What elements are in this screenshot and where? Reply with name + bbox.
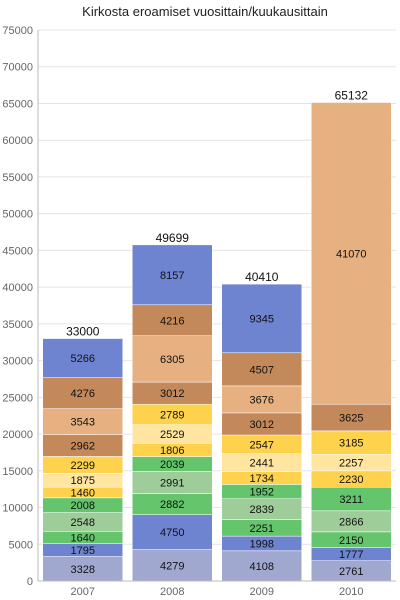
- x-tick-label: 2009: [250, 586, 274, 598]
- bar-segment-2009-10: [221, 352, 302, 387]
- segment-value-label: 2230: [339, 474, 363, 486]
- y-tick-label: 0: [27, 576, 33, 588]
- segment-value-label: 2008: [71, 500, 95, 512]
- y-tick-label: 35000: [2, 319, 33, 331]
- segment-value-label: 9345: [250, 313, 274, 325]
- y-tick-label: 50000: [2, 209, 33, 221]
- bar-segment-2007-9: [42, 408, 123, 435]
- bar-segment-2008-10: [132, 304, 213, 337]
- bar-segment-2008-1: [132, 514, 213, 550]
- y-axis: 0 5000 10000 15000 20000 25000 30000 35000 40000…: [2, 25, 39, 588]
- segment-value-label: 2299: [71, 460, 95, 472]
- y-tick-label: 40000: [2, 282, 33, 294]
- segment-value-label: 5266: [71, 353, 95, 365]
- segment-value-label: 3543: [71, 417, 95, 429]
- segment-value-label: 1795: [71, 545, 95, 557]
- segment-value-label: 3012: [160, 388, 184, 400]
- segment-value-label: 4279: [160, 560, 184, 572]
- y-tick-label: 70000: [2, 62, 33, 74]
- segment-value-label: 3012: [250, 419, 274, 431]
- segment-value-label: 1640: [71, 532, 95, 544]
- bar-segment-2007-11: [42, 338, 123, 378]
- y-tick-label: 25000: [2, 392, 33, 404]
- bar-segment-2008-11: [132, 244, 213, 306]
- segment-value-label: 2039: [160, 459, 184, 471]
- segment-value-label: 1777: [339, 549, 363, 561]
- segment-value-label: 41070: [336, 248, 367, 260]
- segment-value-label: 2548: [71, 517, 95, 529]
- bar-segment-2009-9: [221, 385, 302, 414]
- segment-value-label: 4108: [250, 561, 274, 573]
- segment-value-label: 3625: [339, 413, 363, 425]
- segment-value-label: 3676: [250, 394, 274, 406]
- segment-value-label: 4276: [71, 388, 95, 400]
- bar-segment-2008-9: [132, 335, 213, 383]
- y-tick-label: 30000: [2, 356, 33, 368]
- segment-value-label: 1460: [71, 487, 95, 499]
- segment-value-label: 1952: [250, 487, 274, 499]
- segment-value-label: 2547: [250, 439, 274, 451]
- segment-value-label: 1998: [250, 538, 274, 550]
- bar-total-label: 33000: [66, 325, 100, 339]
- x-tick-label: 2007: [71, 586, 95, 598]
- segment-value-label: 4750: [160, 527, 184, 539]
- segment-value-label: 2251: [250, 523, 274, 535]
- segment-value-label: 2789: [160, 409, 184, 421]
- y-tick-label: 65000: [2, 98, 33, 110]
- segment-value-label: 2866: [339, 516, 363, 528]
- segment-value-label: 1875: [71, 475, 95, 487]
- segment-value-label: 3185: [339, 438, 363, 450]
- bar-segment-2010-9: [311, 102, 392, 405]
- y-tick-label: 20000: [2, 429, 33, 441]
- segment-value-label: 6305: [160, 354, 184, 366]
- y-tick-label: 60000: [2, 135, 33, 147]
- segment-value-label: 2441: [250, 458, 274, 470]
- segment-value-label: 3211: [339, 494, 363, 506]
- bar-segment-2008-0: [132, 549, 213, 582]
- segment-value-label: 2839: [250, 504, 274, 516]
- bar-segment-2009-11: [221, 283, 302, 354]
- segment-value-label: 2991: [160, 478, 184, 490]
- x-axis: 2007 2008 2009 2010: [38, 580, 396, 598]
- segment-value-label: 1806: [160, 445, 184, 457]
- segment-value-label: 2761: [339, 566, 363, 578]
- segment-value-label: 1734: [250, 473, 274, 485]
- y-tick-label: 55000: [2, 172, 33, 184]
- bar-total-label: 40410: [245, 270, 279, 284]
- bar-segment-2009-0: [221, 550, 302, 582]
- segment-value-label: 4507: [250, 364, 274, 376]
- y-tick-label: 10000: [2, 503, 33, 515]
- segment-value-label: 2529: [160, 429, 184, 441]
- bar-segment-2007-10: [42, 376, 123, 409]
- segment-value-label: 2257: [339, 458, 363, 470]
- segment-value-label: 8157: [160, 270, 184, 282]
- segment-value-label: 2962: [71, 441, 95, 453]
- bar-total-label: 65132: [335, 88, 369, 102]
- y-tick-label: 45000: [2, 245, 33, 257]
- segment-value-label: 3328: [71, 564, 95, 576]
- y-tick-label: 5000: [9, 539, 33, 551]
- y-tick-label: 15000: [2, 466, 33, 478]
- bar-total-label: 49699: [156, 231, 190, 245]
- segment-value-label: 2150: [339, 535, 363, 547]
- bar-segment-2010-8: [311, 403, 392, 432]
- segment-value-label: 4216: [160, 315, 184, 327]
- y-tick-label: 75000: [2, 25, 33, 37]
- segment-value-label: 2882: [160, 499, 184, 511]
- x-tick-label: 2010: [339, 586, 363, 598]
- chart-title: Kirkosta eroamiset vuosittain/kuukausitt…: [82, 4, 328, 19]
- x-tick-label: 2008: [160, 586, 184, 598]
